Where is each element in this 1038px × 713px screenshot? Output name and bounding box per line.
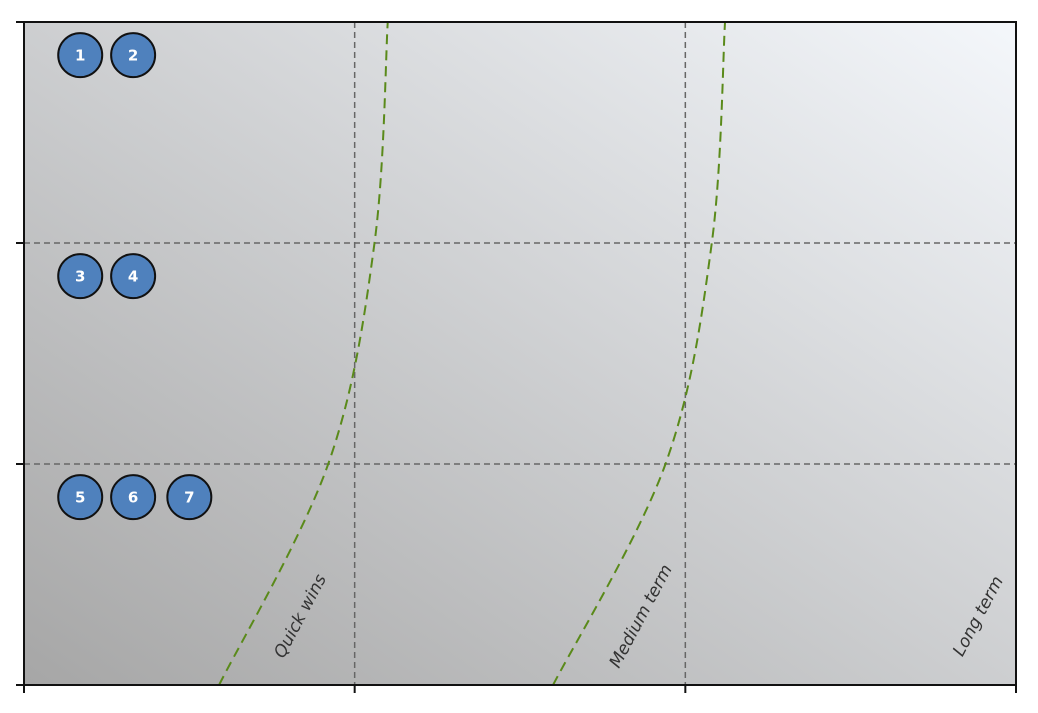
- zone-curve: [552, 21, 727, 686]
- grid-lines: [24, 22, 1016, 685]
- data-point-label: 7: [184, 489, 194, 507]
- data-point-label: 5: [75, 489, 85, 507]
- data-point: [110, 253, 157, 300]
- data-point: [57, 32, 104, 79]
- data-point-label: 3: [75, 268, 85, 286]
- data-point-label: 4: [128, 268, 138, 286]
- zone-curves: [218, 21, 727, 686]
- axis-ticks: [16, 21, 1017, 693]
- plot-background: [24, 22, 1016, 685]
- plot-frame: [23, 21, 1017, 686]
- data-points: 1 2 3 4 5 6 7: [57, 32, 213, 521]
- data-point: [57, 253, 104, 300]
- zone-curve: [218, 21, 389, 686]
- data-point: [166, 474, 213, 521]
- data-point-label: 2: [128, 47, 138, 65]
- data-point: [110, 474, 157, 521]
- data-point: [110, 32, 157, 79]
- data-point-label: 1: [75, 47, 85, 65]
- data-point: [57, 474, 104, 521]
- data-point-label: 6: [128, 489, 138, 507]
